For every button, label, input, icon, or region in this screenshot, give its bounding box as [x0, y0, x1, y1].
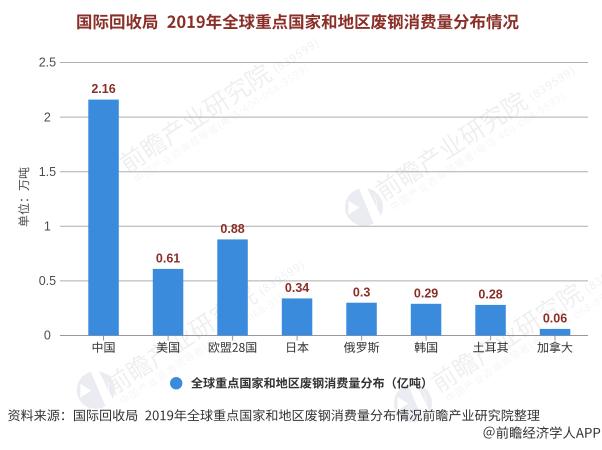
svg-text:1.5: 1.5 — [39, 165, 56, 179]
svg-text:0.06: 0.06 — [543, 312, 567, 326]
svg-text:1: 1 — [44, 220, 51, 234]
svg-text:0.29: 0.29 — [414, 286, 438, 300]
svg-text:2.5: 2.5 — [39, 56, 56, 70]
svg-text:0: 0 — [44, 329, 51, 343]
svg-text:0.34: 0.34 — [285, 281, 309, 295]
svg-text:0.5: 0.5 — [39, 274, 56, 288]
svg-text:0.88: 0.88 — [220, 222, 244, 236]
svg-text:0.3: 0.3 — [353, 285, 370, 299]
svg-text:0.61: 0.61 — [156, 252, 180, 266]
svg-text:2.16: 2.16 — [91, 82, 115, 96]
svg-text:2: 2 — [44, 110, 51, 124]
svg-text:0.28: 0.28 — [478, 288, 502, 302]
